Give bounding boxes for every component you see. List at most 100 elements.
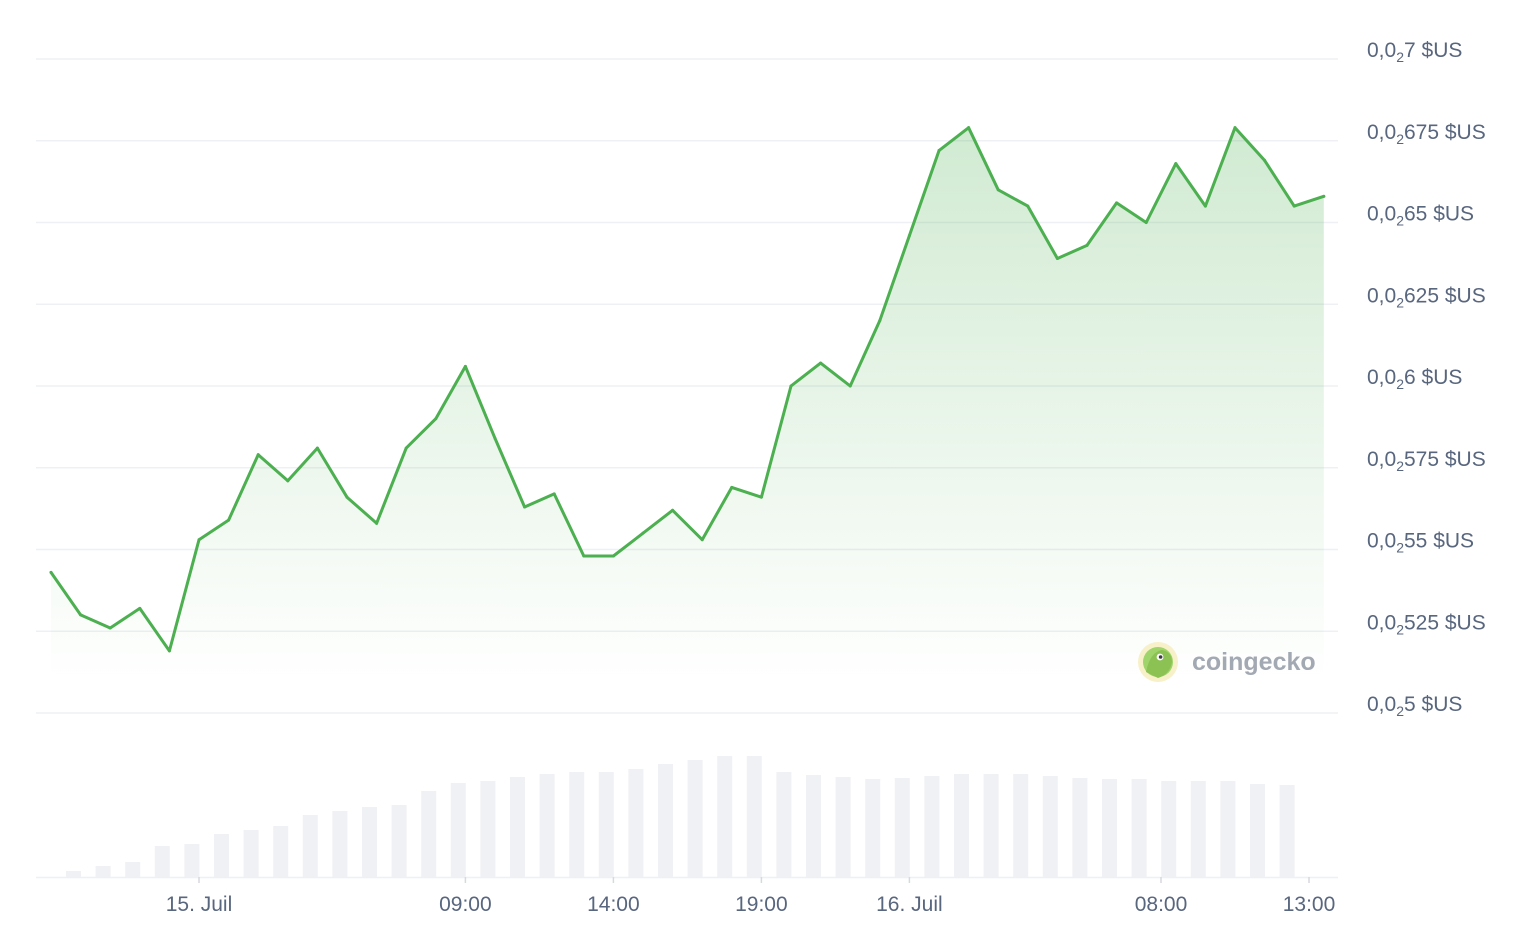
volume-bar (214, 834, 229, 877)
volume-bar (421, 791, 437, 877)
volume-bar (332, 811, 348, 877)
y-tick-rest: 6 $US (1404, 366, 1462, 389)
volume-bar (273, 826, 289, 877)
volume-bar (1013, 774, 1029, 877)
y-tick-rest: 575 $US (1404, 448, 1486, 471)
volume-bar (66, 871, 81, 877)
price-point (611, 554, 615, 558)
price-point (1203, 204, 1207, 208)
volume-bar (628, 769, 644, 877)
y-tick-int: 0,0 (1367, 611, 1396, 634)
y-tick-sub: 2 (1396, 213, 1404, 229)
gecko-logo-icon (1138, 642, 1178, 682)
y-tick-rest: 5 $US (1404, 693, 1462, 716)
volume-bar (658, 764, 673, 877)
volume-bar (243, 830, 259, 877)
y-tick-rest: 525 $US (1404, 611, 1486, 634)
volume-bar (1161, 781, 1177, 877)
y-tick-label: 0,02625 $US (1367, 284, 1486, 310)
price-point (463, 364, 467, 368)
y-tick-label: 0,02675 $US (1367, 121, 1486, 147)
price-point (404, 446, 408, 450)
price-point (878, 319, 882, 323)
y-tick-int: 0,0 (1367, 39, 1396, 62)
price-point (1085, 243, 1089, 247)
price-point (819, 361, 823, 365)
y-tick-int: 0,0 (1367, 693, 1396, 716)
volume-bar (125, 862, 141, 877)
volume-bar (1220, 781, 1236, 877)
price-point (493, 436, 497, 440)
y-tick-label: 0,025 $US (1367, 693, 1462, 719)
volume-bar (154, 846, 170, 877)
volume-bar (983, 774, 999, 877)
volume-bar (776, 772, 792, 877)
volume-bar (1279, 785, 1295, 877)
volume-bar (510, 777, 525, 877)
volume-bar (687, 760, 703, 877)
price-point (907, 234, 911, 238)
volume-bar (539, 774, 555, 877)
price-points (49, 126, 1326, 653)
volume-bar (598, 772, 614, 877)
x-tick-label: 15. Juil (166, 893, 233, 916)
y-tick-rest: 625 $US (1404, 284, 1486, 307)
price-point (375, 521, 379, 525)
price-point (108, 626, 112, 630)
volume-bar (184, 844, 200, 877)
x-tick-label: 19:00 (735, 893, 788, 916)
price-point (582, 554, 586, 558)
y-tick-rest: 65 $US (1404, 203, 1474, 226)
price-point (1174, 162, 1178, 166)
y-tick-int: 0,0 (1367, 203, 1396, 226)
volume-bar (1042, 776, 1058, 877)
y-tick-int: 0,0 (1367, 366, 1396, 389)
y-tick-rest: 675 $US (1404, 121, 1486, 144)
y-tick-int: 0,0 (1367, 530, 1396, 553)
price-point (286, 479, 290, 483)
price-point (967, 126, 971, 130)
price-point (227, 518, 231, 522)
volume-bar (894, 778, 910, 877)
price-point (1263, 158, 1267, 162)
price-point (256, 453, 260, 457)
price-point (671, 508, 675, 512)
y-tick-label: 0,0255 $US (1367, 530, 1474, 556)
coingecko-watermark: coingecko (1138, 642, 1316, 682)
x-tick-label: 13:00 (1283, 893, 1336, 916)
price-point (345, 495, 349, 499)
y-tick-label: 0,027 $US (1367, 39, 1462, 65)
price-point (197, 538, 201, 542)
y-tick-rest: 55 $US (1404, 530, 1474, 553)
y-tick-int: 0,0 (1367, 121, 1396, 144)
price-point (1322, 194, 1326, 198)
price-point (1144, 221, 1148, 224)
price-point (1233, 126, 1237, 130)
x-axis-labels: 15. Juil 09:00 14:00 19:00 16. Juil 08:00 13:0… (166, 877, 1336, 916)
price-area-fill (51, 127, 1324, 682)
price-line (49, 126, 1326, 653)
volume-bar (1250, 784, 1265, 877)
price-point (1292, 204, 1296, 208)
volume-bar (480, 781, 496, 877)
volume-bar (1131, 779, 1147, 877)
y-tick-sub: 2 (1396, 131, 1404, 147)
x-tick-label: 16. Juil (876, 893, 943, 916)
volume-bar (450, 783, 466, 877)
brand-name: coingecko (1192, 648, 1316, 676)
volume-bar (95, 866, 111, 877)
y-tick-rest: 7 $US (1404, 39, 1462, 62)
y-tick-label: 0,02525 $US (1367, 611, 1486, 637)
price-point (996, 188, 1000, 192)
volume-bar (569, 772, 585, 877)
price-point (937, 149, 941, 153)
price-point (1115, 201, 1119, 205)
volume-bar (362, 807, 377, 877)
price-point (49, 570, 53, 574)
volume-bars (66, 756, 1295, 877)
y-tick-label: 0,0265 $US (1367, 203, 1474, 229)
price-point (167, 649, 171, 653)
x-tick-label: 14:00 (587, 893, 640, 916)
y-tick-int: 0,0 (1367, 284, 1396, 307)
